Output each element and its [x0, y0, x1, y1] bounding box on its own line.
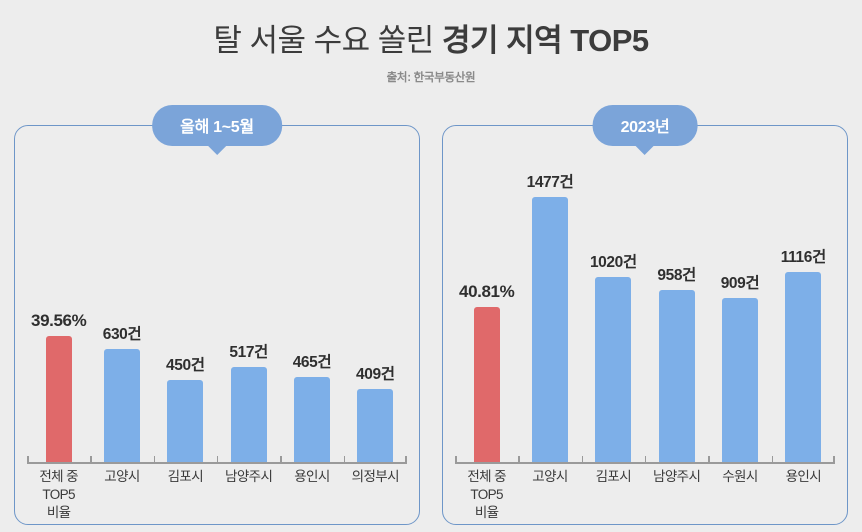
- bar-value-label: 517건: [229, 344, 268, 361]
- title-light-part: 탈 서울 수요 쏠린: [213, 23, 442, 58]
- bar[interactable]: [531, 197, 568, 462]
- category-label: 수원시: [722, 469, 758, 484]
- bar-chart-right: 40.81% 1477건 1020건 958건 909건: [455, 152, 836, 520]
- chart-panels: 올해 1~5월 39.56% 630건 450건 517건: [14, 105, 848, 525]
- bar-value-label: 40.81%: [459, 282, 515, 301]
- axis-ticks-right: [455, 456, 836, 463]
- axis-tick: [90, 456, 153, 463]
- bar-value-label: 1477건: [526, 174, 574, 191]
- axis-tick: [343, 456, 408, 463]
- bar[interactable]: [721, 298, 758, 462]
- bar-slot[interactable]: 517건: [217, 152, 280, 462]
- category-label: 의정부시: [351, 469, 400, 484]
- bar[interactable]: [103, 349, 140, 462]
- category-label: 전체 중 TOP5 비율: [467, 469, 506, 520]
- bar[interactable]: [595, 277, 632, 462]
- bar-slot[interactable]: 40.81%: [455, 152, 518, 462]
- bar[interactable]: [658, 290, 695, 462]
- bar-value-label: 39.56%: [31, 311, 87, 330]
- panel-badge-right: 2023년: [592, 105, 698, 146]
- category-label: 남양주시: [225, 469, 273, 484]
- bar[interactable]: [167, 380, 204, 462]
- axis-tick: [455, 456, 518, 463]
- category-labels-left: 전체 중 TOP5 비율 고양시 김포시 남양주시 용인시 의정부시: [27, 465, 407, 522]
- axis-tick: [280, 456, 343, 463]
- axis-tick: [771, 456, 836, 463]
- category-label: 남양주시: [653, 469, 701, 484]
- category-label: 용인시: [294, 469, 330, 484]
- category-label: 용인시: [785, 469, 822, 484]
- axis-ticks-left: [27, 456, 408, 463]
- plot-area-left: 39.56% 630건 450건 517건 465건: [27, 152, 407, 462]
- bar[interactable]: [293, 377, 330, 462]
- bar-slot[interactable]: 958건: [645, 152, 708, 462]
- bar-value-label: 630건: [102, 326, 142, 343]
- axis-tick: [216, 456, 280, 463]
- bar[interactable]: [473, 307, 500, 462]
- axis-tick: [644, 456, 708, 463]
- x-axis-line-left: [27, 462, 407, 464]
- bar[interactable]: [357, 389, 394, 462]
- bar-value-label: 450건: [166, 357, 205, 374]
- bar-slot[interactable]: 909건: [708, 152, 771, 462]
- page-title: 탈 서울 수요 쏠린 경기 지역 TOP5: [0, 22, 862, 60]
- bar-slot[interactable]: 39.56%: [27, 152, 90, 462]
- chart-panel-right: 2023년 40.81% 1477건 1020건 958건: [442, 105, 848, 525]
- bar-value-label: 1116건: [780, 249, 826, 266]
- category-label: 김포시: [595, 469, 632, 484]
- category-label: 전체 중 TOP5 비율: [39, 469, 78, 520]
- axis-tick: [518, 456, 581, 463]
- bar-slot[interactable]: 1020건: [582, 152, 645, 462]
- bar-value-label: 465건: [292, 354, 332, 371]
- bar-slot[interactable]: 465건: [280, 152, 343, 462]
- bar[interactable]: [785, 272, 822, 462]
- bar-slot[interactable]: 630건: [90, 152, 153, 462]
- bar-value-label: 958건: [657, 267, 696, 284]
- bar-slot[interactable]: 409건: [344, 152, 407, 462]
- bar-value-label: 909건: [720, 275, 760, 292]
- axis-tick: [153, 456, 217, 463]
- category-label: 고양시: [532, 469, 568, 484]
- x-axis-line-right: [455, 462, 835, 464]
- bar-slot[interactable]: 1477건: [518, 152, 581, 462]
- bar[interactable]: [230, 367, 267, 462]
- bar-value-label: 1020건: [589, 254, 637, 271]
- bar[interactable]: [45, 336, 72, 462]
- header: 탈 서울 수요 쏠린 경기 지역 TOP5 출처: 한국부동산원: [0, 0, 862, 85]
- axis-tick: [27, 456, 90, 463]
- bar-chart-left: 39.56% 630건 450건 517건 465건: [27, 152, 408, 520]
- panel-badge-left: 올해 1~5월: [152, 105, 282, 146]
- axis-tick: [581, 456, 645, 463]
- source-caption: 출처: 한국부동산원: [386, 72, 476, 84]
- plot-area-right: 40.81% 1477건 1020건 958건 909건: [455, 152, 835, 462]
- bar-slot[interactable]: 1116건: [772, 152, 835, 462]
- axis-tick: [708, 456, 771, 463]
- category-label: 김포시: [167, 469, 204, 484]
- bar-slot[interactable]: 450건: [154, 152, 217, 462]
- category-labels-right: 전체 중 TOP5 비율 고양시 김포시 남양주시 수원시 용인시: [455, 465, 835, 522]
- chart-panel-left: 올해 1~5월 39.56% 630건 450건 517건: [14, 105, 420, 525]
- category-label: 고양시: [104, 469, 140, 484]
- title-bold-part: 경기 지역 TOP5: [441, 23, 649, 58]
- bar-value-label: 409건: [356, 366, 395, 383]
